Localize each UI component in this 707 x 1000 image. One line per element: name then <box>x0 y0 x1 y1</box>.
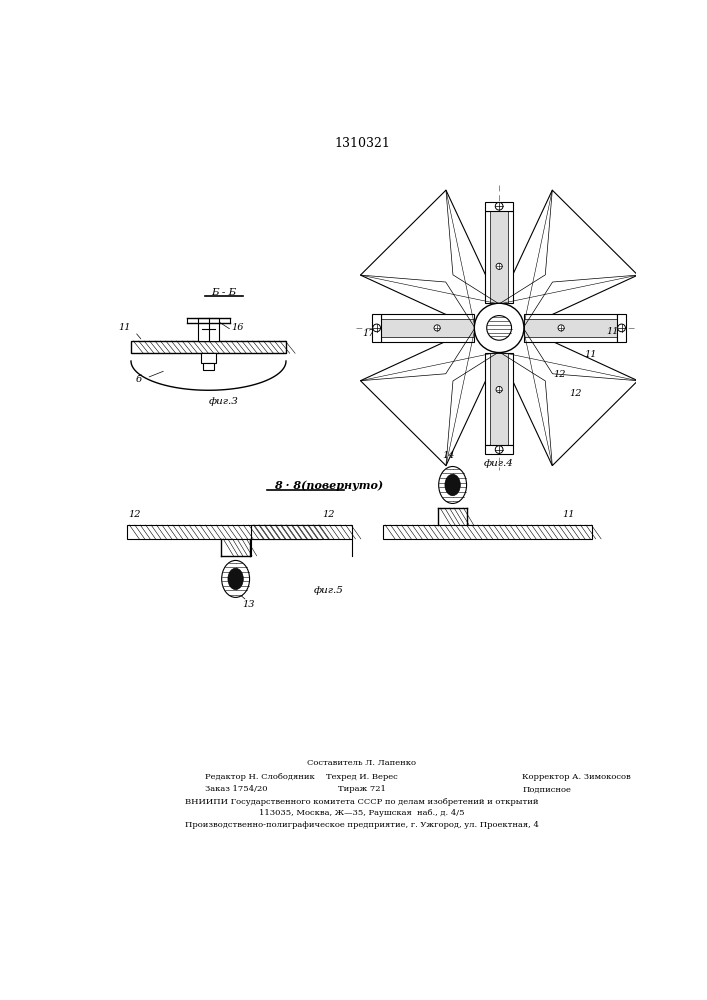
Circle shape <box>618 324 626 332</box>
Text: Подписное: Подписное <box>522 785 571 793</box>
Ellipse shape <box>222 560 250 597</box>
Polygon shape <box>617 314 626 342</box>
Polygon shape <box>381 319 474 337</box>
Polygon shape <box>361 328 499 466</box>
Ellipse shape <box>228 568 243 590</box>
Text: Редактор Н. Слободяник: Редактор Н. Слободяник <box>204 773 315 781</box>
Text: Корректор А. Зимокосов: Корректор А. Зимокосов <box>522 773 631 781</box>
Polygon shape <box>490 353 508 445</box>
Polygon shape <box>524 319 617 337</box>
Text: 11: 11 <box>563 510 575 519</box>
Bar <box>201 353 216 363</box>
Text: б: б <box>136 375 141 384</box>
Bar <box>251 525 352 539</box>
Bar <box>383 525 592 539</box>
Circle shape <box>474 303 524 353</box>
Polygon shape <box>381 314 474 342</box>
Bar <box>203 363 214 370</box>
Polygon shape <box>485 202 513 211</box>
Text: 16: 16 <box>232 323 244 332</box>
Text: Техред И. Верес: Техред И. Верес <box>326 773 398 781</box>
Bar <box>198 318 219 341</box>
Text: фиг.4: фиг.4 <box>484 459 514 468</box>
Circle shape <box>496 386 502 393</box>
Text: Тираж 721: Тираж 721 <box>338 785 386 793</box>
Text: 12: 12 <box>129 510 141 519</box>
Text: 8 · 8(повернуто): 8 · 8(повернуто) <box>274 480 383 491</box>
Polygon shape <box>361 190 499 328</box>
Text: фиг.5: фиг.5 <box>314 586 344 595</box>
Circle shape <box>495 446 503 453</box>
Circle shape <box>373 324 380 332</box>
Text: 12: 12 <box>322 510 335 519</box>
Text: 12: 12 <box>569 389 581 398</box>
Ellipse shape <box>438 466 467 503</box>
Polygon shape <box>485 445 513 454</box>
Text: 12: 12 <box>554 370 566 379</box>
Polygon shape <box>485 211 513 303</box>
Text: 14: 14 <box>443 451 455 460</box>
Bar <box>127 525 321 539</box>
Text: Заказ 1754/20: Заказ 1754/20 <box>204 785 267 793</box>
Text: 13: 13 <box>242 600 255 609</box>
Text: 113035, Москва, Ж—35, Раушская  наб., д. 4/5: 113035, Москва, Ж—35, Раушская наб., д. … <box>259 809 464 817</box>
Circle shape <box>495 202 503 210</box>
Text: 11: 11 <box>119 323 131 332</box>
Polygon shape <box>499 190 638 328</box>
Polygon shape <box>372 314 381 342</box>
Circle shape <box>496 263 502 269</box>
Text: 17: 17 <box>363 329 375 338</box>
Circle shape <box>558 325 564 331</box>
Polygon shape <box>524 314 617 342</box>
Text: 1310321: 1310321 <box>334 137 390 150</box>
Text: Б - Б: Б - Б <box>211 288 237 297</box>
Text: 11: 11 <box>606 327 619 336</box>
Ellipse shape <box>445 474 460 496</box>
Text: Составитель Л. Лапенко: Составитель Л. Лапенко <box>308 759 416 767</box>
Text: ВНИИПИ Государственного комитета СССР по делам изобретений и открытий: ВНИИПИ Государственного комитета СССР по… <box>185 798 539 806</box>
Polygon shape <box>485 353 513 445</box>
Polygon shape <box>499 328 638 466</box>
Text: фиг.3: фиг.3 <box>209 397 239 406</box>
Polygon shape <box>490 211 508 303</box>
Circle shape <box>434 325 440 331</box>
Text: 11: 11 <box>585 350 597 359</box>
Bar <box>131 341 286 353</box>
Text: Производственно-полиграфическое предприятие, г. Ужгород, ул. Проектная, 4: Производственно-полиграфическое предприя… <box>185 821 539 829</box>
